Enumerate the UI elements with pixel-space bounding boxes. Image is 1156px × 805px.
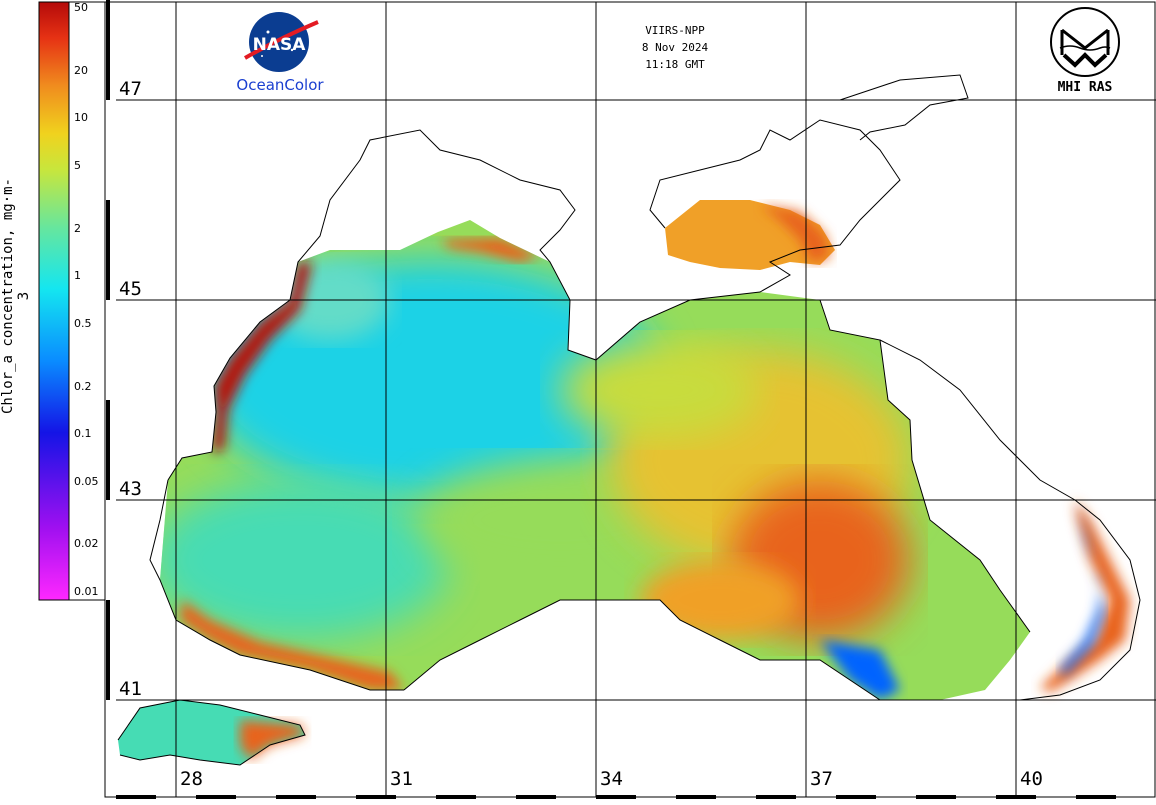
colorbar-tick-label: 50 bbox=[74, 1, 88, 14]
mhi-ras-label: MHI RAS bbox=[1057, 80, 1113, 95]
lon-label-37: 37 bbox=[810, 768, 833, 790]
map-frame bbox=[104, 0, 1156, 799]
lat-label-47: 47 bbox=[119, 78, 142, 100]
lat-label-41: 41 bbox=[119, 678, 142, 700]
colorbar-tick-label: 1 bbox=[74, 269, 81, 283]
nasa-logo-text: NASA bbox=[253, 35, 307, 55]
lat-label-43: 43 bbox=[119, 478, 142, 500]
nasa-logo: NASA bbox=[244, 12, 319, 72]
sea-surface bbox=[160, 220, 1030, 700]
mhi-logo bbox=[1050, 7, 1120, 77]
colorbar-title: Chlor_a concentration, mg·m-3 bbox=[0, 178, 32, 415]
lat-label-45: 45 bbox=[119, 278, 142, 300]
colorbar-tick-label: 0.02 bbox=[74, 537, 99, 551]
colorbar bbox=[38, 1, 106, 601]
lon-label-40: 40 bbox=[1020, 768, 1043, 790]
colorbar-tick-label: 2 bbox=[74, 221, 81, 235]
date-label: 8 Nov 2024 bbox=[641, 41, 709, 54]
colorbar-tick-label: 0.1 bbox=[74, 427, 92, 441]
colorbar-tick-label: 20 bbox=[74, 63, 88, 77]
time-label: 11:18 GMT bbox=[645, 58, 705, 71]
colorbar-tick-label: 0.2 bbox=[74, 379, 92, 393]
colorbar-tick-label: 0.5 bbox=[74, 316, 92, 330]
azov-sea bbox=[665, 200, 835, 270]
marmara-sea bbox=[118, 700, 305, 765]
colorbar-tick-label: 10 bbox=[74, 111, 88, 125]
oceancolor-label: OceanColor bbox=[236, 76, 324, 94]
graticule bbox=[116, 2, 1156, 797]
colorbar-tick-label: 5 bbox=[74, 158, 81, 172]
lon-label-28: 28 bbox=[180, 768, 203, 790]
lon-label-34: 34 bbox=[600, 768, 623, 790]
east-coast-strip bbox=[1040, 500, 1130, 692]
colorbar-tick-label: 0.05 bbox=[74, 474, 99, 488]
lon-label-31: 31 bbox=[390, 768, 413, 790]
colorbar-tick-label: 0.01 bbox=[74, 585, 99, 598]
sensor-label: VIIRS-NPP bbox=[645, 24, 705, 37]
